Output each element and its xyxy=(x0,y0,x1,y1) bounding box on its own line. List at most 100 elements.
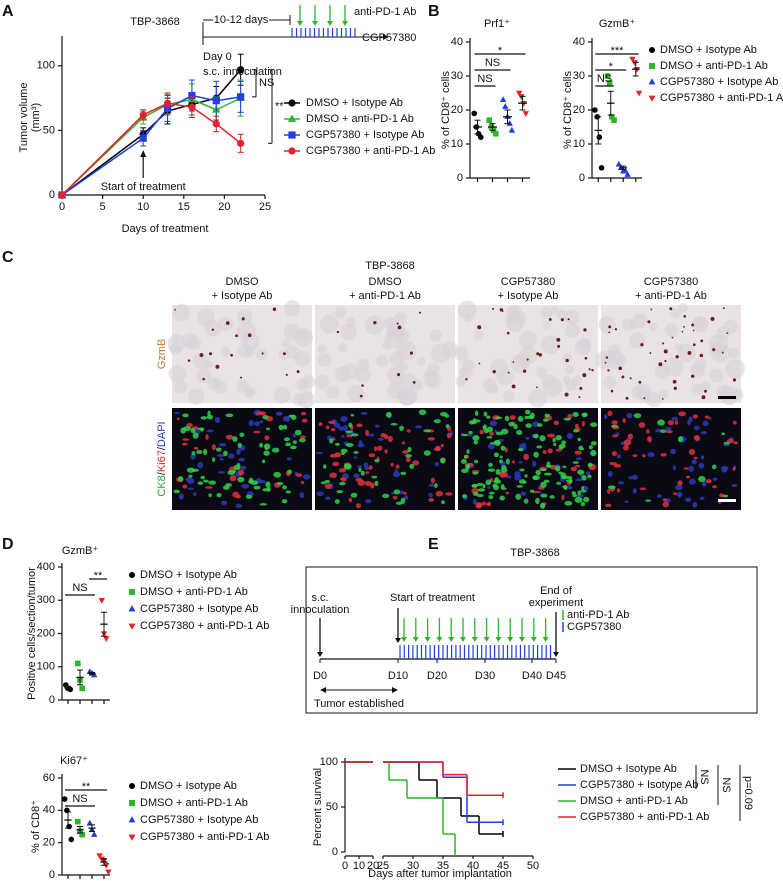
cell xyxy=(340,415,348,423)
cell xyxy=(721,467,728,473)
cell xyxy=(561,494,565,501)
cell xyxy=(264,435,270,441)
cell xyxy=(435,490,443,497)
significance: *** xyxy=(611,45,625,57)
cell xyxy=(543,472,552,476)
stain-dot xyxy=(662,342,665,345)
texture xyxy=(357,358,370,372)
stain-dot xyxy=(282,352,286,356)
cell xyxy=(390,422,398,426)
texture xyxy=(192,352,210,370)
texture xyxy=(629,319,639,329)
cell xyxy=(301,411,307,416)
cell xyxy=(360,411,368,415)
texture xyxy=(284,300,301,317)
cell xyxy=(465,466,470,470)
arrow-head xyxy=(519,637,525,642)
cell xyxy=(341,477,347,482)
panel-label: B xyxy=(428,3,440,20)
stain-dot xyxy=(548,318,552,321)
cell xyxy=(191,451,196,456)
cell xyxy=(237,476,245,483)
cell xyxy=(577,490,582,496)
cell xyxy=(182,438,190,441)
cell xyxy=(385,411,392,418)
legend-marker xyxy=(129,783,135,789)
marker xyxy=(237,66,245,74)
y-tick-label: 30 xyxy=(451,70,463,82)
cell xyxy=(301,418,308,423)
cell xyxy=(487,468,496,472)
cell xyxy=(537,423,543,427)
legend-marker xyxy=(288,99,296,107)
texture xyxy=(701,381,711,391)
cell xyxy=(521,442,526,446)
cell xyxy=(409,463,415,469)
texture xyxy=(464,312,474,323)
arrow-head xyxy=(317,652,323,657)
cell xyxy=(190,428,196,434)
cell xyxy=(611,420,618,425)
x-axis-label: Days of treatment xyxy=(122,223,209,235)
cell xyxy=(182,442,188,446)
cell xyxy=(642,454,646,458)
schematic-text: 10-12 days xyxy=(214,14,269,26)
cell xyxy=(273,471,282,478)
cell xyxy=(518,460,523,464)
cell xyxy=(516,485,523,488)
cell xyxy=(472,498,478,505)
cell xyxy=(693,425,700,431)
day-label: D30 xyxy=(475,670,495,682)
legend-label: CGP57380 + Isotype Ab xyxy=(140,814,258,826)
stain-dot xyxy=(604,361,607,364)
cell xyxy=(345,464,351,468)
stain-dot xyxy=(704,389,707,393)
cell xyxy=(367,433,375,437)
schematic-text: anti-PD-1 Ab xyxy=(567,609,629,621)
texture xyxy=(503,390,515,403)
texture xyxy=(296,378,309,391)
cell xyxy=(632,454,638,458)
cell xyxy=(292,433,297,438)
stain-dot xyxy=(584,356,588,360)
cell xyxy=(334,452,342,458)
y-tick-label: 100 xyxy=(320,756,338,768)
significance: p=0.09 xyxy=(742,776,754,810)
cell xyxy=(446,432,452,439)
stain-dot xyxy=(230,353,233,357)
cell xyxy=(515,493,522,500)
legend-label: CGP57380 + Isotype Ab xyxy=(580,779,698,791)
cell xyxy=(174,411,180,415)
cell xyxy=(333,422,341,429)
cell xyxy=(341,452,345,456)
y-axis-label: Percent survival xyxy=(312,768,324,846)
y-tick-label: 20 xyxy=(573,104,585,116)
chart-title: GzmB⁺ xyxy=(62,545,99,557)
stain-dot xyxy=(419,311,422,314)
cell xyxy=(203,448,208,456)
cell xyxy=(341,434,345,438)
cell xyxy=(476,502,483,509)
marker xyxy=(86,819,94,826)
stain-dot xyxy=(621,375,625,379)
texture xyxy=(429,329,442,342)
column-header: CGP57380 xyxy=(501,276,555,288)
stain-dot xyxy=(412,381,416,384)
cell xyxy=(613,464,622,468)
panel-label: E xyxy=(428,536,439,553)
texture xyxy=(574,339,592,356)
stain-dot xyxy=(512,361,515,363)
cell xyxy=(283,437,290,442)
stain-dot xyxy=(556,337,561,342)
cell xyxy=(383,434,389,440)
annotation: Start of treatment xyxy=(101,181,186,193)
cell xyxy=(325,496,331,500)
cell xyxy=(533,451,539,458)
cell xyxy=(266,486,271,492)
cell xyxy=(540,468,547,471)
arrow-head xyxy=(320,687,326,693)
cell xyxy=(632,488,637,494)
cell xyxy=(646,429,650,434)
cell xyxy=(607,471,613,478)
arrow-head xyxy=(553,652,559,657)
